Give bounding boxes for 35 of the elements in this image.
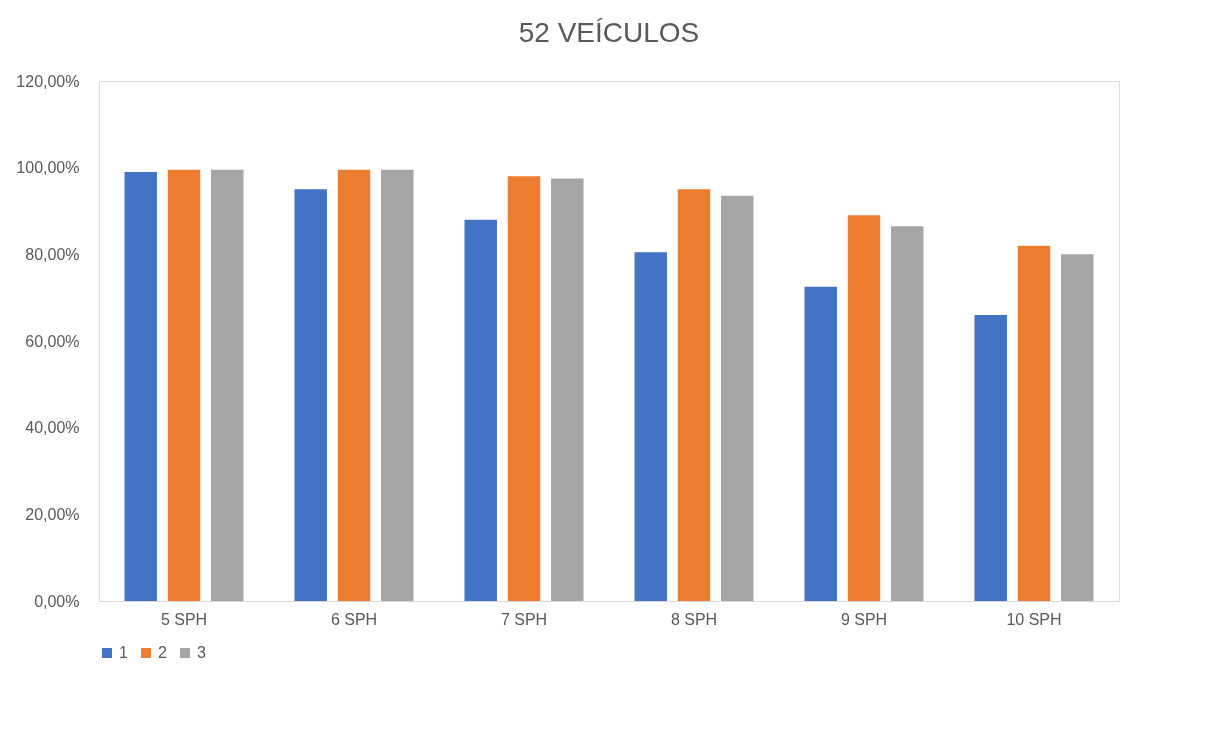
bar [677, 189, 711, 601]
chart-title: 52 VEÍCULOS [518, 17, 700, 48]
bar [124, 172, 157, 601]
x-tick-label: 6 SPH [330, 610, 378, 628]
x-tick-label: 7 SPH [500, 610, 548, 628]
bar [294, 189, 327, 601]
x-tick-label: 8 SPH [670, 610, 718, 628]
bar [167, 169, 201, 601]
x-tick-label: 10 SPH [1006, 610, 1062, 628]
y-tick-label: 60,00% [25, 332, 80, 350]
bar [464, 219, 497, 601]
legend-label: 1 [119, 644, 128, 661]
y-tick-label: 80,00% [25, 245, 80, 263]
bar [381, 169, 414, 601]
bar [337, 169, 371, 601]
bar [847, 215, 881, 601]
bar [1017, 245, 1051, 601]
bar [1061, 254, 1094, 601]
bar [634, 252, 667, 601]
y-tick-label: 20,00% [25, 505, 80, 523]
bar [507, 176, 541, 601]
bar [891, 226, 924, 601]
bar [804, 286, 837, 601]
x-tick-label: 5 SPH [160, 610, 208, 628]
legend-label: 2 [158, 644, 167, 661]
y-tick-label: 120,00% [16, 72, 80, 90]
bar [211, 169, 244, 601]
x-tick-label: 9 SPH [840, 610, 888, 628]
legend-label: 3 [197, 644, 206, 661]
y-tick-label: 0,00% [34, 592, 80, 610]
y-tick-label: 100,00% [16, 159, 80, 177]
y-tick-label: 40,00% [25, 419, 80, 437]
bar [721, 195, 754, 601]
bar [551, 178, 584, 601]
bar [974, 315, 1007, 601]
